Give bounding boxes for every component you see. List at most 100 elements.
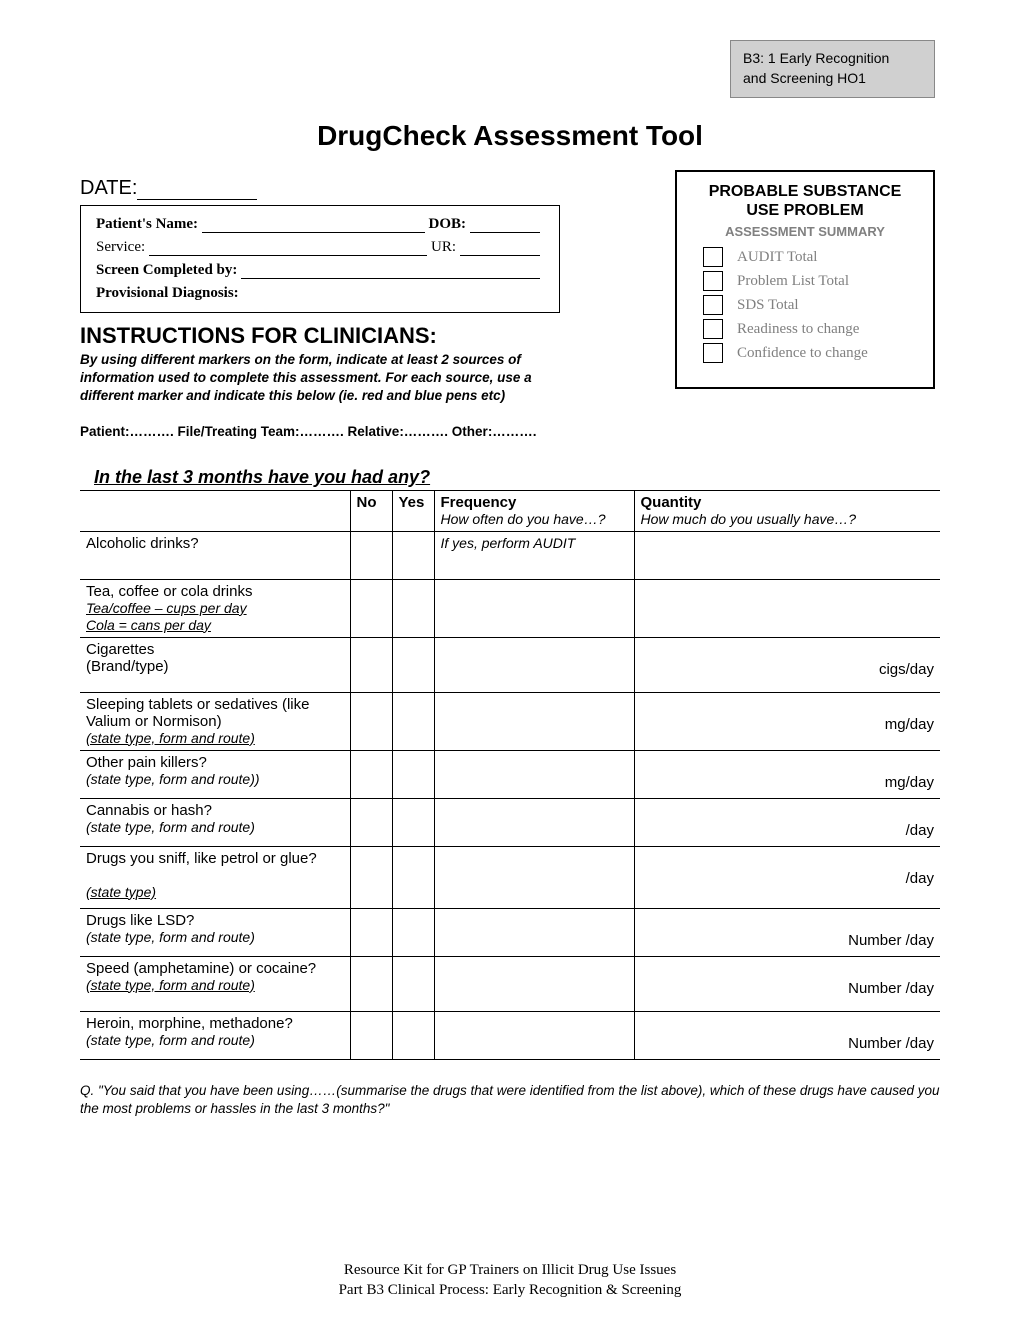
screen-label: Screen Completed by: <box>96 262 237 279</box>
table-intro: In the last 3 months have you had any? <box>94 467 940 488</box>
dob-field[interactable] <box>470 216 540 233</box>
qty-unit: mg/day <box>641 696 935 733</box>
cell-yes[interactable] <box>392 579 434 637</box>
cell-item: Cigarettes(Brand/type) <box>80 637 350 692</box>
date-label: DATE: <box>80 177 137 199</box>
cell-frequency[interactable] <box>434 637 634 692</box>
cell-item: Sleeping tablets or sedatives (like Vali… <box>80 692 350 750</box>
cell-item: Tea, coffee or cola drinksTea/coffee – c… <box>80 579 350 637</box>
cell-no[interactable] <box>350 531 392 579</box>
qty-unit: /day <box>641 850 935 887</box>
assessment-table: No Yes Frequency How often do you have…?… <box>80 490 940 1060</box>
assessment-summary-box: PROBABLE SUBSTANCE USE PROBLEM ASSESSMEN… <box>675 170 935 389</box>
cell-yes[interactable] <box>392 1011 434 1059</box>
dob-label: DOB: <box>429 216 467 233</box>
cell-frequency[interactable] <box>434 750 634 798</box>
table-row: Sleeping tablets or sedatives (like Vali… <box>80 692 940 750</box>
qty-unit: /day <box>641 802 935 839</box>
cell-yes[interactable] <box>392 956 434 1011</box>
table-row: Cigarettes(Brand/type) cigs/day <box>80 637 940 692</box>
date-field-line[interactable] <box>137 199 257 200</box>
cell-quantity[interactable]: mg/day <box>634 750 940 798</box>
cell-quantity[interactable] <box>634 531 940 579</box>
cell-frequency[interactable] <box>434 956 634 1011</box>
row-sub: (state type, form and route) <box>86 730 255 746</box>
qty-unit: Number /day <box>641 912 935 949</box>
cell-yes[interactable] <box>392 637 434 692</box>
cell-quantity[interactable] <box>634 579 940 637</box>
cell-item: Drugs you sniff, like petrol or glue? (st… <box>80 846 350 908</box>
cell-frequency[interactable] <box>434 1011 634 1059</box>
summary-title: PROBABLE SUBSTANCE USE PROBLEM <box>685 182 925 220</box>
patient-name-field[interactable] <box>202 216 424 233</box>
row-main: Speed (amphetamine) or cocaine? <box>86 960 316 977</box>
cell-no[interactable] <box>350 579 392 637</box>
table-row: Heroin, morphine, methadone?(state type,… <box>80 1011 940 1059</box>
cell-quantity[interactable]: /day <box>634 846 940 908</box>
table-row: Speed (amphetamine) or cocaine?(state ty… <box>80 956 940 1011</box>
ur-label: UR: <box>431 239 456 256</box>
header-tag: B3: 1 Early Recognition and Screening HO… <box>730 40 935 98</box>
th-yes: Yes <box>392 490 434 531</box>
cell-no[interactable] <box>350 956 392 1011</box>
cell-quantity[interactable]: /day <box>634 798 940 846</box>
row-sub: (state type) <box>86 884 156 900</box>
footer-l2: Part B3 Clinical Process: Early Recognit… <box>339 1282 682 1298</box>
row-main: Sleeping tablets or sedatives (like Vali… <box>86 696 309 730</box>
row-main: Drugs you sniff, like petrol or glue? <box>86 850 317 867</box>
row-main: Alcoholic drinks? <box>86 535 199 552</box>
cell-no[interactable] <box>350 908 392 956</box>
row-sub: Cola = cans per day <box>86 617 211 633</box>
header-line1: B3: 1 Early Recognition <box>743 50 889 66</box>
qty-unit: mg/day <box>641 754 935 791</box>
cell-item: Speed (amphetamine) or cocaine?(state ty… <box>80 956 350 1011</box>
row-main: Cannabis or hash? <box>86 802 212 819</box>
cell-no[interactable] <box>350 846 392 908</box>
cell-no[interactable] <box>350 692 392 750</box>
service-field[interactable] <box>149 239 427 256</box>
cell-quantity[interactable]: Number /day <box>634 956 940 1011</box>
cell-frequency[interactable]: If yes, perform AUDIT <box>434 531 634 579</box>
cell-frequency[interactable] <box>434 579 634 637</box>
summary-checkbox[interactable] <box>703 247 723 267</box>
cell-no[interactable] <box>350 1011 392 1059</box>
cell-quantity[interactable]: Number /day <box>634 908 940 956</box>
cell-no[interactable] <box>350 750 392 798</box>
header-line2: and Screening HO1 <box>743 70 866 86</box>
summary-checkbox[interactable] <box>703 319 723 339</box>
cell-yes[interactable] <box>392 908 434 956</box>
cell-quantity[interactable]: cigs/day <box>634 637 940 692</box>
cell-yes[interactable] <box>392 798 434 846</box>
th-no: No <box>350 490 392 531</box>
cell-no[interactable] <box>350 637 392 692</box>
cell-quantity[interactable]: Number /day <box>634 1011 940 1059</box>
cell-frequency[interactable] <box>434 846 634 908</box>
cell-frequency[interactable] <box>434 798 634 846</box>
summary-item: Readiness to change <box>685 319 925 339</box>
ur-field[interactable] <box>460 239 540 256</box>
patient-info-box: Patient's Name: DOB: Service: UR: Screen… <box>80 205 560 313</box>
cell-quantity[interactable]: mg/day <box>634 692 940 750</box>
screen-field[interactable] <box>241 262 540 279</box>
summary-item-label: Readiness to change <box>737 321 859 338</box>
cell-no[interactable] <box>350 798 392 846</box>
cell-item: Cannabis or hash?(state type, form and r… <box>80 798 350 846</box>
table-row: Cannabis or hash?(state type, form and r… <box>80 798 940 846</box>
cell-yes[interactable] <box>392 692 434 750</box>
cell-frequency[interactable] <box>434 692 634 750</box>
cell-yes[interactable] <box>392 531 434 579</box>
qty-unit: cigs/day <box>641 641 935 678</box>
summary-checkbox[interactable] <box>703 343 723 363</box>
summary-checkbox[interactable] <box>703 271 723 291</box>
row-sub: (state type, form and route) <box>86 929 255 945</box>
cell-yes[interactable] <box>392 846 434 908</box>
cell-yes[interactable] <box>392 750 434 798</box>
summary-item-label: Problem List Total <box>737 273 849 290</box>
summary-item: AUDIT Total <box>685 247 925 267</box>
summary-checkbox[interactable] <box>703 295 723 315</box>
cell-item: Other pain killers?(state type, form and… <box>80 750 350 798</box>
summary-item-label: Confidence to change <box>737 345 868 362</box>
table-row: Other pain killers?(state type, form and… <box>80 750 940 798</box>
cell-frequency[interactable] <box>434 908 634 956</box>
cell-item: Drugs like LSD?(state type, form and rou… <box>80 908 350 956</box>
